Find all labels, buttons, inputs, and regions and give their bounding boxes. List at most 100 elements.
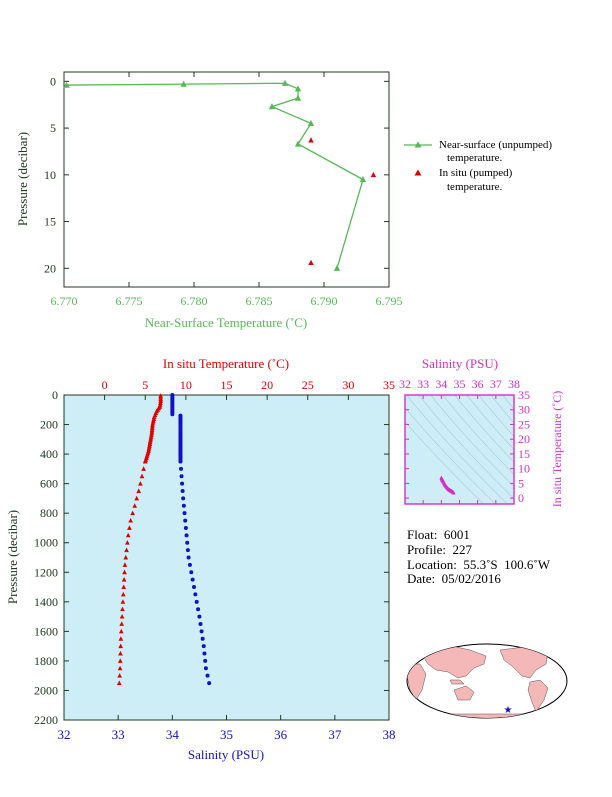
isopycnal-line bbox=[430, 395, 514, 488]
temperature-point bbox=[148, 436, 154, 441]
ts-y-tick-label: 0 bbox=[518, 491, 524, 505]
ts-diagram-points bbox=[439, 475, 456, 495]
temperature-axis-ticks: 0 5 10 15 20 25 30 35 bbox=[102, 378, 395, 400]
land-antarctica bbox=[419, 713, 555, 718]
temperature-tick-label: 25 bbox=[302, 378, 314, 392]
temperature-point bbox=[120, 599, 126, 604]
temperature-point bbox=[147, 441, 153, 446]
top-x-tick-label: 6.795 bbox=[376, 294, 403, 308]
temperature-tick-label: 20 bbox=[261, 378, 273, 392]
land-greenland bbox=[547, 645, 559, 655]
isopycnal-lines bbox=[405, 385, 612, 544]
near-surface-point bbox=[333, 264, 341, 271]
salinity-point bbox=[199, 629, 204, 634]
pressure-tick-label: 1400 bbox=[34, 595, 58, 609]
salinity-point bbox=[179, 466, 183, 471]
legend-marker-near-surface bbox=[414, 141, 422, 148]
salinity-tick-label: 35 bbox=[220, 727, 233, 742]
temperature-point bbox=[120, 591, 126, 597]
near-surface-point bbox=[307, 119, 315, 127]
legend-label-near-surface-1: Near-surface (unpumped) bbox=[439, 139, 552, 151]
date: Date: 05/02/2016 bbox=[407, 571, 501, 586]
isopycnal-line bbox=[502, 395, 514, 410]
salinity-point bbox=[182, 511, 187, 516]
pressure-tick-label: 200 bbox=[40, 418, 58, 432]
pressure-tick-label: 2200 bbox=[34, 713, 58, 727]
land-south-america bbox=[527, 679, 549, 713]
ts-y-tick-label: 5 bbox=[518, 476, 524, 490]
temperature-point bbox=[146, 444, 152, 450]
top-y-tick-label: 0 bbox=[50, 74, 56, 88]
temperature-point bbox=[142, 458, 148, 464]
near-surface-point bbox=[180, 80, 187, 87]
temperature-point bbox=[118, 628, 124, 634]
legend-marker-in-situ bbox=[414, 169, 422, 176]
legend-label-in-situ-1: In situ (pumped) bbox=[439, 167, 513, 179]
temperature-point bbox=[124, 547, 129, 553]
pressure-tick-label: 400 bbox=[40, 447, 58, 461]
salinity-tick-label: 34 bbox=[166, 727, 180, 742]
ts-x-tick-label: 35 bbox=[454, 377, 466, 391]
temperature-point bbox=[121, 584, 127, 589]
ts-y-tick-label: 15 bbox=[518, 447, 530, 461]
near-surface-point bbox=[281, 79, 289, 86]
salinity-point bbox=[205, 673, 210, 678]
temperature-point bbox=[141, 466, 146, 471]
land-australia bbox=[453, 685, 475, 701]
salinity-tick-label: 37 bbox=[328, 727, 342, 742]
temperature-point bbox=[118, 636, 124, 641]
temperature-point bbox=[116, 680, 122, 686]
temperature-tick-label: 30 bbox=[342, 378, 354, 392]
temperature-tick-label: 0 bbox=[102, 378, 108, 392]
ts-x-tick-label: 32 bbox=[399, 377, 411, 391]
ts-diagram-background bbox=[405, 395, 514, 504]
in-situ-point bbox=[308, 259, 314, 265]
isopycnal-line bbox=[490, 395, 514, 424]
pressure-axis-label: Pressure (decibar) bbox=[5, 510, 20, 604]
temperature-point bbox=[134, 495, 140, 501]
ts-x-tick-label: 38 bbox=[508, 377, 520, 391]
salinity-point bbox=[185, 548, 190, 553]
salinity-point bbox=[201, 644, 206, 649]
ts-x-tick-label: 34 bbox=[435, 377, 447, 391]
land-indonesia bbox=[449, 679, 465, 685]
top-x-axis-label: Near-Surface Temperature (˚C) bbox=[145, 315, 307, 330]
temperature-tick-label: 15 bbox=[221, 378, 233, 392]
isopycnal-line bbox=[531, 385, 612, 544]
temperature-point bbox=[117, 665, 123, 671]
isopycnal-line bbox=[405, 407, 496, 504]
salinity-point bbox=[183, 525, 188, 530]
land-asia bbox=[419, 645, 487, 679]
near-surface-line bbox=[66, 82, 364, 269]
location: Location: 55.3˚S 100.6˚W bbox=[407, 557, 550, 572]
temperature-point bbox=[127, 525, 132, 530]
land-africa bbox=[407, 663, 427, 701]
legend-label-in-situ-2: temperature. bbox=[447, 181, 503, 193]
temperature-point bbox=[148, 437, 153, 443]
salinity-point bbox=[179, 474, 184, 479]
near-surface-point bbox=[294, 140, 302, 147]
salinity-tick-label: 38 bbox=[383, 727, 396, 742]
salinity-point bbox=[196, 607, 201, 612]
near-surface-point bbox=[294, 85, 302, 92]
salinity-axis-label: Salinity (PSU) bbox=[188, 747, 264, 762]
temperature-tick-label: 35 bbox=[383, 378, 395, 392]
temperature-point bbox=[123, 554, 129, 560]
temperature-point bbox=[128, 517, 133, 523]
top-y-tick-label: 20 bbox=[44, 261, 56, 275]
star-icon: ★ bbox=[504, 705, 513, 716]
near-surface-point bbox=[268, 103, 276, 110]
temperature-point bbox=[139, 473, 145, 479]
salinity-point bbox=[184, 533, 189, 538]
temperature-point bbox=[146, 446, 152, 452]
in-situ-point bbox=[370, 171, 377, 178]
isopycnal-line bbox=[567, 385, 612, 544]
in-situ-point bbox=[308, 137, 314, 143]
isopycnal-line bbox=[478, 395, 514, 437]
top-x-tick-label: 6.775 bbox=[116, 294, 143, 308]
pressure-tick-label: 2000 bbox=[34, 683, 58, 697]
profile-number: Profile: 227 bbox=[407, 542, 472, 557]
salinity-point bbox=[203, 666, 208, 671]
